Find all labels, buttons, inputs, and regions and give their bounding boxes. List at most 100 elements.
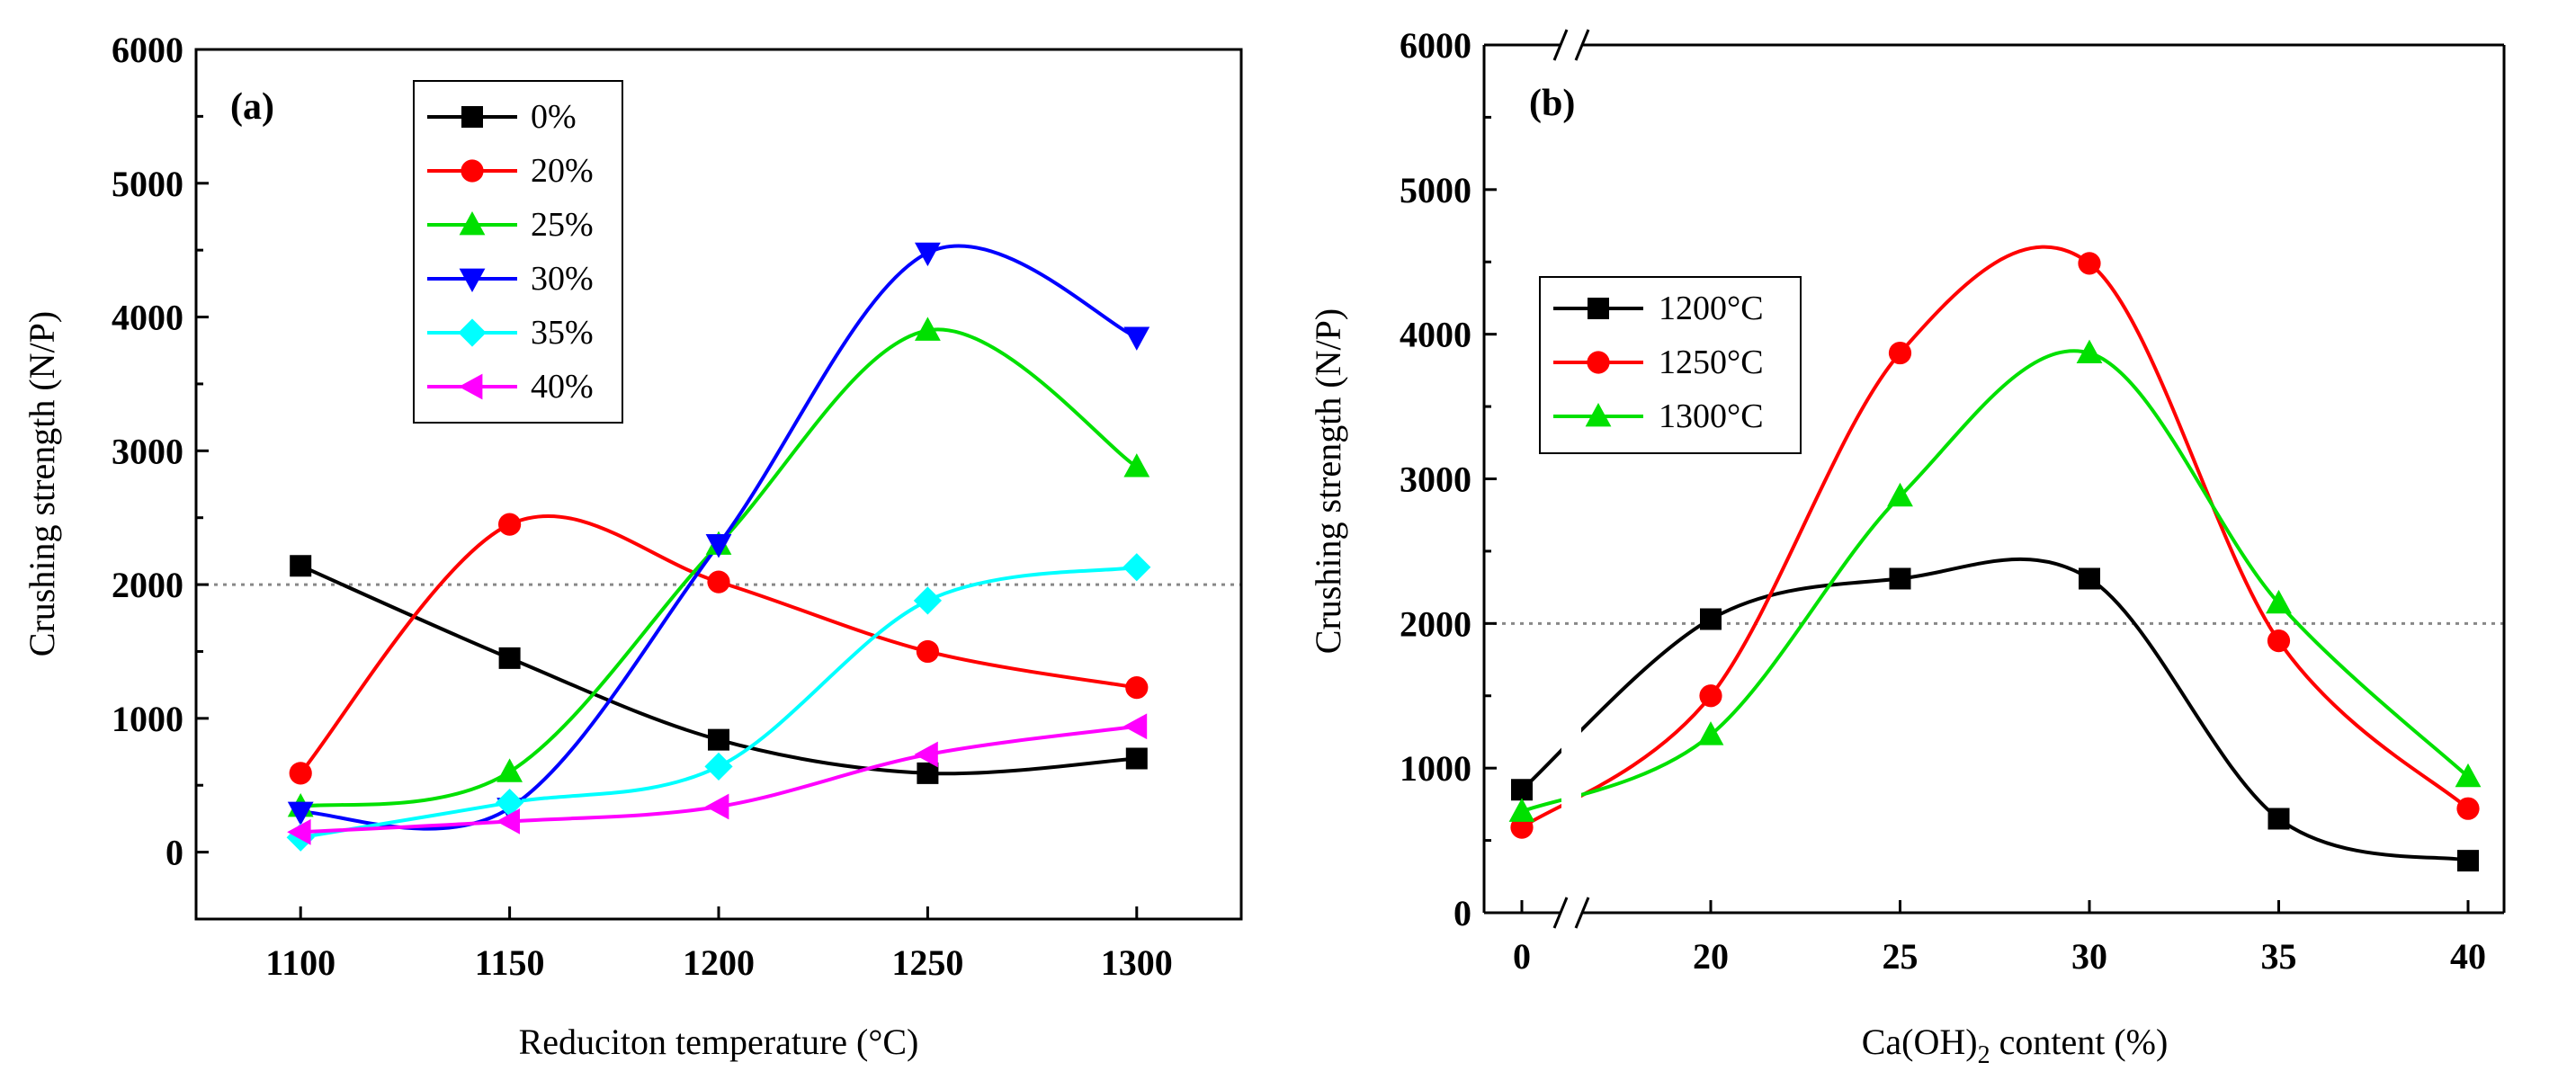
- chart-a-data-point: [913, 586, 942, 615]
- chart-b-y-tick-label: 6000: [1400, 25, 1471, 66]
- chart-b-panel-label: (b): [1529, 83, 1575, 124]
- chart-a-series-line: [300, 565, 1138, 840]
- chart-a-data-point: [496, 788, 524, 817]
- chart-a-legend-marker: [461, 106, 483, 128]
- chart-a-legend-marker: [459, 268, 486, 292]
- chart-a-data-point: [915, 317, 941, 341]
- chart-a-y-tick-label: 5000: [112, 164, 183, 204]
- chart-a-data-point: [915, 242, 941, 267]
- chart-a-legend: 0% 20% 25% 30% 35% 40%: [413, 80, 623, 424]
- chart-a-legend-label: 25%: [531, 206, 594, 244]
- chart-b-data-point: [2267, 629, 2291, 653]
- chart-b-data-point: [1511, 779, 1533, 801]
- chart-a-data-point: [708, 728, 729, 751]
- chart-a-y-tick-label: 6000: [112, 30, 183, 70]
- chart-b-data-point: [2076, 339, 2103, 363]
- chart-a-y-tick-label: 3000: [112, 431, 183, 471]
- chart-a-data-point: [916, 639, 939, 664]
- chart-b-x-tick-label: 40: [2450, 936, 2486, 977]
- chart-a-data-point: [1125, 676, 1149, 700]
- chart-b-data-point: [2455, 763, 2482, 788]
- chart-panel-b: 0 1000 2000 3000 4000 5000 6000 0 20 25 30 35 40 (b)…: [1308, 25, 2506, 1069]
- chart-b-data-point: [1887, 482, 1913, 507]
- chart-b-series-line: [1520, 557, 2469, 863]
- chart-b-legend-box: [1539, 276, 1802, 454]
- chart-a-legend-marker: [459, 211, 486, 236]
- chart-a-data-point: [705, 793, 729, 820]
- chart-b-legend-label: 1200°C: [1659, 290, 1764, 327]
- chart-a-data-point: [914, 741, 938, 768]
- chart-a-x-tick-label: 1200: [683, 942, 755, 983]
- chart-a-y-axis-title: Crushing strength (N/P): [22, 311, 62, 656]
- chart-b-y-tick-label: 2000: [1400, 603, 1471, 644]
- chart-a-legend-label: 35%: [531, 314, 594, 352]
- chart-a-x-axis-title: Reduciton temperature (°C): [519, 1022, 919, 1062]
- chart-a-series-layer: [196, 242, 1241, 852]
- chart-a-data-point: [707, 570, 730, 594]
- chart-a-data-point: [287, 801, 314, 826]
- chart-a-x-tick-label: 1150: [475, 942, 545, 983]
- chart-b-ticks: 0 1000 2000 3000 4000 5000 6000 0 20 25 30 35 40: [1400, 25, 2486, 977]
- chart-b-y-tick-label: 4000: [1400, 315, 1471, 355]
- chart-b-y-tick-label: 1000: [1400, 748, 1471, 789]
- chart-a-data-point: [1123, 453, 1150, 478]
- chart-a-ticks: 0 1000 2000 3000 4000 5000 6000 1100 1150 1200 125…: [112, 30, 1173, 983]
- chart-b-data-point: [1699, 684, 1722, 708]
- chart-b-x-tick-label: 35: [2261, 936, 2297, 977]
- chart-a-data-point: [1123, 713, 1148, 740]
- chart-a-x-tick-label: 1250: [891, 942, 963, 983]
- chart-b-break-gap: [1561, 683, 1581, 899]
- chart-b-data-point: [2457, 850, 2479, 872]
- chart-a-data-point: [1123, 553, 1151, 582]
- chart-b-legend-marker: [1585, 403, 1612, 427]
- chart-panel-a: 0 1000 2000 3000 4000 5000 6000 1100 1150 1200 125…: [22, 30, 1243, 1062]
- chart-a-y-tick-label: 4000: [112, 298, 183, 338]
- chart-b-data-point: [2267, 808, 2290, 830]
- chart-a-series-line: [299, 513, 1138, 775]
- chart-a-legend-label: 20%: [531, 152, 594, 190]
- chart-a-y-tick-label: 2000: [112, 565, 183, 605]
- chart-b-data-point: [1697, 721, 1724, 745]
- chart-a-data-point: [704, 752, 733, 781]
- chart-b-y-tick-label: 5000: [1400, 170, 1471, 210]
- chart-b-x-tick-label: 25: [1883, 936, 1919, 977]
- chart-a-panel-label: (a): [230, 86, 274, 128]
- chart-b-y-tick-label: 0: [1453, 893, 1471, 933]
- chart-b-x-tick-label: 20: [1693, 936, 1729, 977]
- chart-b-data-point: [2266, 589, 2292, 614]
- chart-b-x-axis-title: Ca(OH)2 content (%): [1862, 1022, 2169, 1069]
- chart-b-x-tick-label: 30: [2071, 936, 2107, 977]
- chart-a-data-point: [287, 818, 311, 845]
- chart-a-legend-label: 0%: [531, 98, 577, 136]
- chart-b-legend-marker: [1587, 351, 1610, 374]
- chart-b-data-point: [2456, 797, 2480, 820]
- chart-b-x-tick-label: 0: [1513, 936, 1531, 977]
- chart-a-data-point: [496, 808, 520, 835]
- chart-b-data-point: [1700, 608, 1722, 630]
- chart-b-data-point: [1888, 341, 1912, 365]
- chart-b-legend-marker: [1588, 298, 1609, 319]
- chart-a-y-tick-label: 0: [165, 833, 183, 873]
- chart-b-data-point: [1889, 567, 1911, 590]
- chart-a-legend-box: [413, 80, 623, 424]
- chart-b-data-point: [1508, 798, 1535, 822]
- chart-a-data-point: [289, 762, 312, 785]
- chart-a-plot-frame: [194, 48, 1243, 921]
- chart-a-data-point: [1123, 326, 1150, 351]
- chart-b-y-tick-label: 3000: [1400, 460, 1471, 500]
- chart-a-data-point: [290, 555, 312, 577]
- chart-b-legend-label: 1250°C: [1659, 344, 1764, 381]
- chart-a-legend-marker: [461, 159, 484, 183]
- chart-b-legend: 1200°C 1250°C 1300°C: [1539, 276, 1802, 454]
- chart-b-data-point: [2078, 252, 2101, 275]
- chart-a-data-point: [1125, 747, 1148, 770]
- chart-b-y-axis-title: Crushing strength (N/P): [1308, 308, 1348, 654]
- chart-a-data-point: [498, 647, 521, 669]
- chart-a-y-tick-label: 1000: [112, 699, 183, 739]
- chart-a-data-point: [917, 762, 939, 784]
- chart-b-legend-label: 1300°C: [1659, 397, 1764, 435]
- chart-a-x-tick-label: 1100: [265, 942, 335, 983]
- chart-a-data-point: [496, 758, 523, 782]
- chart-b-data-point: [2079, 567, 2100, 590]
- chart-a-legend-label: 40%: [531, 368, 594, 406]
